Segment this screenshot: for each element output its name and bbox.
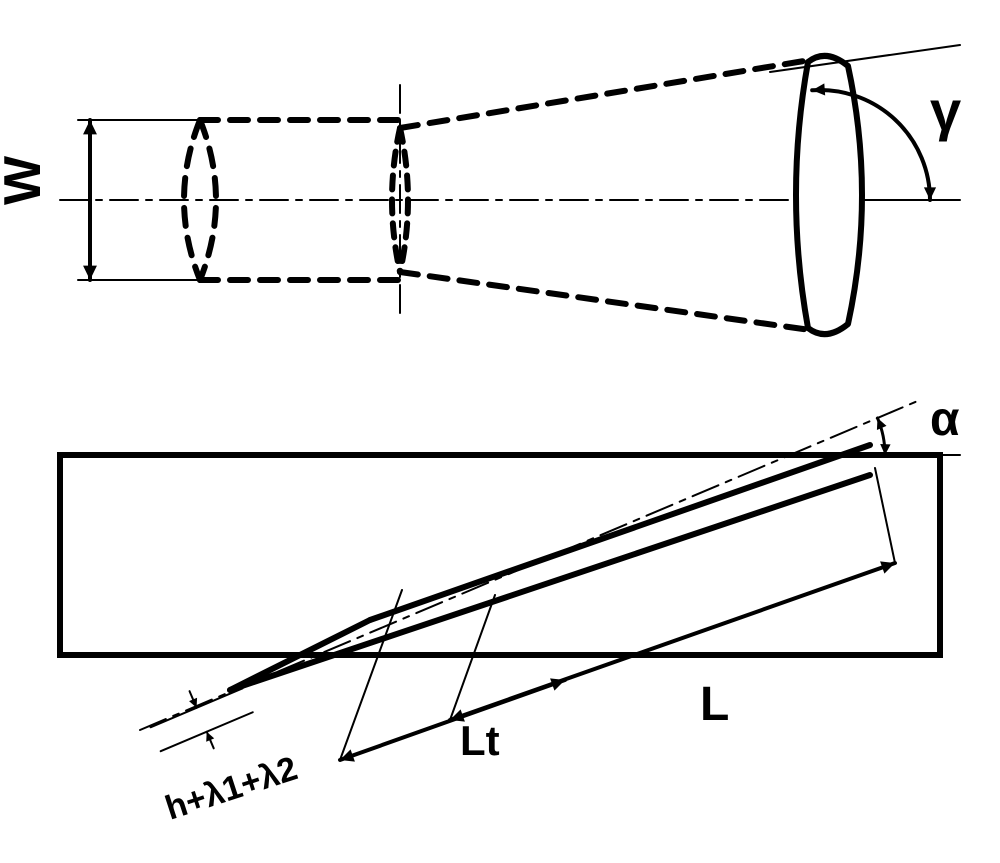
blade-lens [796, 56, 862, 334]
label-alpha: α [930, 393, 960, 446]
cone-bot-edge [400, 272, 810, 330]
label-W: W [0, 155, 52, 205]
cone-top-edge [400, 60, 810, 128]
label-gamma: γ [930, 79, 961, 142]
label-h: h+λ1+λ2 [161, 749, 302, 827]
side-block [60, 455, 940, 655]
label-L: L [700, 678, 729, 731]
side-cone-top [370, 445, 870, 620]
label-Lt: Lt [460, 717, 500, 764]
